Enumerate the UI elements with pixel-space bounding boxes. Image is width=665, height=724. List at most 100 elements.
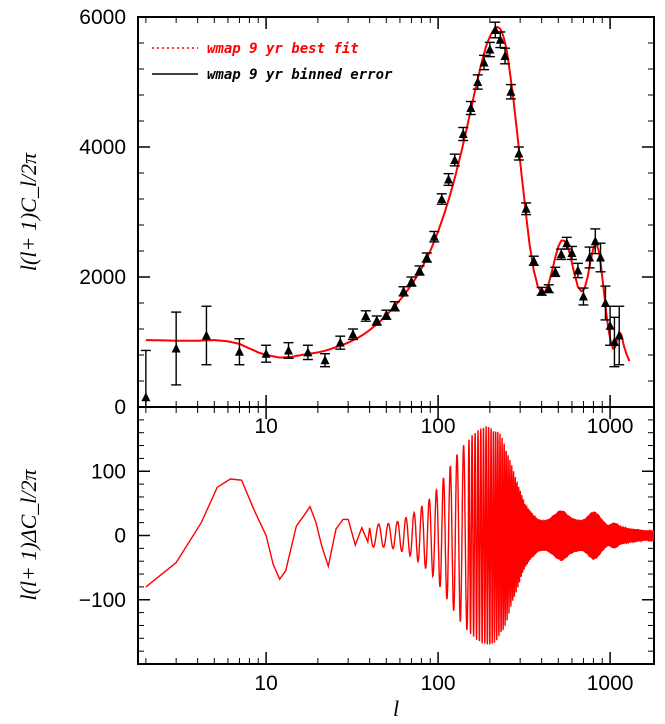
data-marker-triangle	[609, 337, 619, 346]
bottom-xtick-label: 1000	[587, 672, 634, 695]
data-marker-triangle	[171, 343, 181, 353]
data-marker-triangle	[529, 255, 539, 265]
data-marker-triangle	[444, 174, 454, 184]
data-marker-triangle	[437, 194, 447, 203]
data-point	[443, 172, 454, 187]
data-point	[234, 338, 245, 366]
top-y-axis-label: l(l+ 1)C_l/2π	[16, 152, 41, 271]
bottom-ticks	[138, 406, 654, 665]
legend-text-best-fit: wmap 9 yr best fit	[207, 41, 359, 57]
bottom-xtick-label: 10	[254, 672, 277, 695]
data-point	[140, 349, 151, 407]
data-marker-triangle	[514, 148, 524, 158]
data-point	[171, 311, 182, 386]
data-point	[283, 341, 294, 359]
data-marker-triangle	[585, 252, 595, 262]
legend-text-binned-error: wmap 9 yr binned error	[207, 67, 393, 83]
bottom-tick-labels: 10 100 1000 −100 0 100	[79, 460, 634, 695]
data-marker-triangle	[605, 320, 615, 330]
top-ytick-label: 0	[114, 396, 126, 419]
data-marker-triangle	[141, 392, 151, 402]
residual-oscillation-curve	[145, 426, 654, 645]
x-axis-label: l	[393, 696, 399, 721]
data-point	[335, 335, 346, 350]
bottom-ytick-label: 0	[114, 525, 126, 548]
data-marker-triangle	[495, 34, 505, 44]
top-ytick-label: 6000	[79, 6, 126, 29]
data-point	[500, 47, 511, 65]
data-marker-triangle	[600, 298, 610, 307]
data-marker-triangle	[614, 330, 624, 340]
data-marker-triangle	[261, 348, 271, 358]
data-marker-triangle	[573, 265, 583, 275]
data-point	[543, 283, 554, 294]
data-marker-triangle	[458, 129, 468, 138]
data-point	[578, 287, 589, 306]
data-marker-triangle	[473, 77, 483, 86]
data-marker-triangle	[406, 276, 416, 286]
data-marker-triangle	[372, 315, 382, 325]
data-point	[484, 41, 495, 58]
legend: wmap 9 yr best fit wmap 9 yr binned erro…	[152, 41, 393, 83]
data-point	[371, 315, 382, 326]
data-marker-triangle	[479, 57, 489, 67]
data-marker-triangle	[596, 252, 606, 262]
top-ytick-label: 4000	[79, 136, 126, 159]
data-marker-triangle	[544, 283, 554, 293]
data-marker-triangle	[466, 103, 476, 112]
data-marker-triangle	[562, 238, 572, 248]
data-marker-triangle	[303, 347, 313, 357]
bottom-ytick-label: −100	[79, 589, 126, 612]
data-point	[302, 344, 313, 361]
data-point	[595, 242, 606, 273]
data-marker-triangle	[521, 203, 531, 213]
data-marker-triangle	[500, 51, 510, 60]
data-point	[201, 305, 212, 366]
top-ytick-label: 2000	[79, 266, 126, 289]
top-xtick-label: 1000	[587, 415, 634, 438]
data-marker-triangle	[578, 291, 588, 301]
data-point	[449, 153, 460, 167]
data-point	[472, 74, 483, 90]
bottom-panel: 10 100 1000 −100 0 100 l(l+ 1)ΔC_l/2π l	[16, 406, 655, 721]
data-point	[479, 54, 490, 71]
data-point	[319, 353, 330, 368]
data-point	[521, 202, 532, 216]
data-marker-triangle	[399, 286, 409, 296]
bottom-ytick-label: 100	[91, 460, 126, 483]
data-point	[556, 248, 567, 261]
data-marker-triangle	[567, 247, 577, 257]
data-point	[389, 301, 400, 312]
top-xtick-label: 10	[254, 415, 277, 438]
data-marker-triangle	[556, 249, 566, 259]
data-point	[414, 265, 425, 276]
data-point	[561, 236, 572, 250]
data-point	[528, 255, 539, 266]
bottom-y-axis-label: l(l+ 1)ΔC_l/2π	[16, 468, 41, 600]
data-point	[261, 344, 272, 363]
data-point	[609, 316, 620, 368]
top-ticks	[138, 16, 654, 408]
data-marker-triangle	[390, 301, 400, 311]
data-marker-triangle	[335, 337, 345, 347]
data-point	[465, 100, 476, 116]
bottom-xtick-label: 100	[421, 672, 456, 695]
data-marker-triangle	[234, 346, 244, 356]
data-point	[458, 126, 469, 142]
top-tick-labels: 10 100 1000 0 2000 4000 6000	[79, 6, 633, 438]
data-point	[566, 245, 577, 261]
data-point	[406, 276, 417, 287]
data-point	[572, 262, 583, 279]
data-marker-triangle	[361, 311, 371, 320]
data-point	[550, 266, 561, 278]
data-point	[584, 246, 595, 269]
data-marker-triangle	[201, 330, 211, 340]
data-point	[505, 83, 516, 100]
data-point	[347, 328, 358, 341]
data-point	[398, 286, 409, 297]
data-marker-triangle	[422, 252, 432, 262]
data-point	[490, 21, 501, 39]
top-xtick-label: 100	[421, 415, 456, 438]
data-point	[600, 285, 611, 321]
